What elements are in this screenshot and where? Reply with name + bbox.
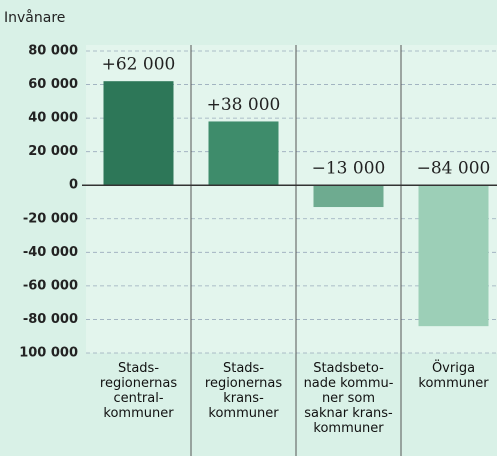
y-tick-label: 60 000 xyxy=(28,77,78,92)
bar xyxy=(313,185,384,208)
value-label: +38 000 xyxy=(207,95,281,115)
bar xyxy=(418,185,489,327)
y-tick-label: -60 000 xyxy=(23,278,78,293)
bar xyxy=(208,121,279,186)
x-tick-label: Stads- regionernas central- kommuner xyxy=(99,361,178,421)
value-label: −13 000 xyxy=(312,159,386,179)
y-tick-label: 100 000 xyxy=(19,346,78,361)
y-axis-label: Invånare xyxy=(4,9,65,26)
y-tick-label: -40 000 xyxy=(23,245,78,260)
y-tick-label: 0 xyxy=(69,178,78,193)
y-tick-label: -20 000 xyxy=(23,211,78,226)
y-tick-label: 80 000 xyxy=(28,44,78,59)
bar xyxy=(103,81,174,186)
y-tick-label: -80 000 xyxy=(23,312,78,327)
y-tick-label: 20 000 xyxy=(28,144,78,159)
x-tick-label: Övriga kommuner xyxy=(418,361,489,391)
x-tick-label: Stads- regionernas krans- kommuner xyxy=(204,361,283,421)
x-tick-label: Stadsbeto- nade kommu- ner som saknar kr… xyxy=(303,361,394,436)
value-label: +62 000 xyxy=(102,55,176,75)
y-tick-label: 40 000 xyxy=(28,111,78,126)
value-label: −84 000 xyxy=(417,159,491,179)
